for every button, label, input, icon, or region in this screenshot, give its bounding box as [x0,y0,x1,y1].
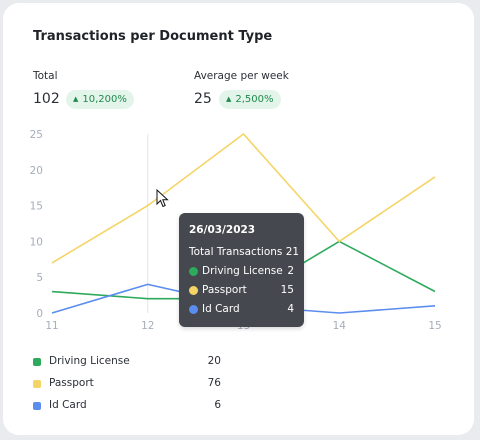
x-tick-label: 12 [141,320,154,332]
tooltip-row: Driving License 2 [189,265,294,279]
legend-value: 76 [207,377,221,389]
trend-up-icon: ▲ [226,95,232,103]
tooltip-row: Id Card 4 [189,303,294,317]
average-value: 25 [194,91,212,107]
legend-value: 20 [207,355,221,367]
mouse-pointer-icon [156,189,169,208]
y-tick-label: 20 [30,165,43,177]
transactions-card: Transactions per Document Type Total 102… [3,3,474,435]
legend-label: Passport [49,377,94,389]
y-tick-label: 5 [36,272,43,284]
legend-swatch [33,358,41,366]
tooltip-row: Passport 15 [189,284,294,298]
trend-up-icon: ▲ [73,95,79,103]
y-tick-label: 25 [30,129,43,141]
x-tick-label: 14 [333,320,347,332]
tooltip-date: 26/03/2023 [189,224,256,236]
x-tick-label: 15 [428,320,441,332]
legend-swatch [33,402,41,410]
average-change-text: 2,500% [235,94,274,105]
chart-tooltip: 26/03/2023 Total Transactions 21 Driving… [179,213,304,327]
legend-label: Id Card [49,399,87,411]
tooltip-row-value: 4 [287,303,294,315]
series-dot-icon [189,305,198,314]
x-tick-label: 11 [45,320,58,332]
tooltip-total-value: 21 [285,246,300,258]
tooltip-row-value: 2 [287,265,294,277]
average-label: Average per week [194,70,289,82]
y-tick-label: 10 [30,236,43,248]
y-tick-label: 0 [36,308,43,320]
card-title: Transactions per Document Type [33,29,273,44]
total-label: Total [33,70,58,82]
total-value: 102 [33,91,60,107]
tooltip-row-name: Id Card [202,303,240,315]
y-tick-label: 15 [30,201,43,213]
total-change-text: 10,200% [82,94,127,105]
tooltip-row-value: 15 [280,284,294,296]
legend-swatch [33,380,41,388]
series-dot-icon [189,267,198,276]
legend-value: 6 [214,399,221,411]
tooltip-row-name: Passport [202,284,247,296]
series-dot-icon [189,286,198,295]
legend-label: Driving License [49,355,130,367]
total-change-badge: ▲ 10,200% [66,90,134,109]
tooltip-row-name: Driving License [202,265,283,277]
tooltip-total-label: Total Transactions [189,246,283,258]
series-line-passport[interactable] [51,133,436,264]
average-change-badge: ▲ 2,500% [219,90,281,109]
tooltip-total: Total Transactions 21 [189,246,299,258]
